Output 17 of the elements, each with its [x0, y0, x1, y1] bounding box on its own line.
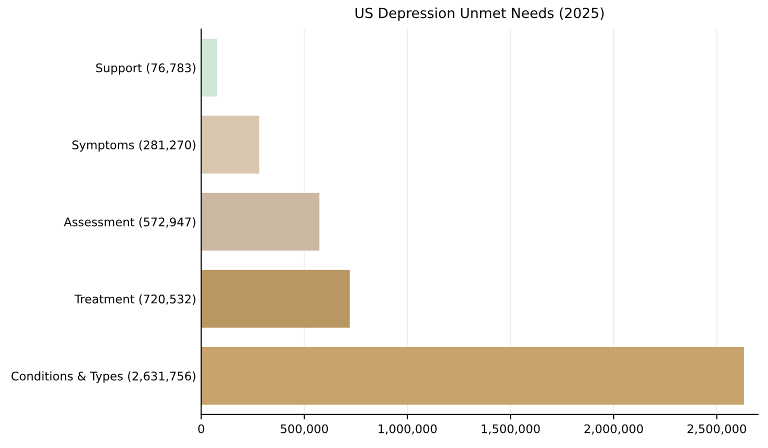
y-tick-label: Symptoms (281,270) [72, 140, 196, 152]
bar [201, 346, 744, 405]
y-tick-label: Conditions & Types (2,631,756) [12, 371, 196, 383]
x-tick-label: 0 [198, 424, 204, 434]
x-tick-label: 1,500,000 [482, 424, 540, 434]
y-tick-label: Treatment (720,532) [74, 294, 196, 305]
bar [201, 192, 320, 251]
bar [201, 116, 260, 174]
chart-title: US Depression Unmet Needs (2025) [356, 7, 604, 21]
x-tick-label: 500,000 [280, 424, 328, 434]
bar [201, 270, 350, 328]
x-tick-label: 2,000,000 [584, 424, 643, 434]
x-tick-label: 2,500,000 [688, 424, 746, 434]
y-tick-label: Support (76,783) [96, 63, 196, 75]
y-tick-label: Assessment (572,947) [64, 217, 196, 228]
x-tick-label: 1,000,000 [378, 424, 437, 434]
bar [201, 38, 218, 97]
